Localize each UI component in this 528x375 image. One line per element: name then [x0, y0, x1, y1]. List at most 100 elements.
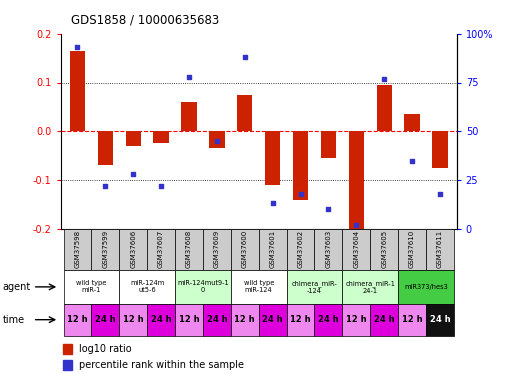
Text: time: time [3, 315, 25, 325]
Text: GSM37610: GSM37610 [409, 230, 415, 268]
Bar [63, 229, 91, 270]
Text: 12 h: 12 h [67, 315, 88, 324]
Bar [154, 131, 169, 144]
Text: 12 h: 12 h [402, 315, 422, 324]
Text: GSM37607: GSM37607 [158, 230, 164, 268]
Point [73, 44, 82, 50]
Bar [342, 304, 370, 336]
Bar [98, 131, 113, 165]
Bar [231, 304, 259, 336]
Text: GSM37603: GSM37603 [325, 230, 332, 268]
Bar [91, 304, 119, 336]
Bar [175, 270, 231, 304]
Bar [237, 95, 252, 131]
Text: wild type
miR-124: wild type miR-124 [243, 280, 274, 293]
Text: agent: agent [3, 282, 31, 292]
Bar [203, 304, 231, 336]
Text: 12 h: 12 h [346, 315, 366, 324]
Bar [315, 304, 342, 336]
Text: GSM37609: GSM37609 [214, 230, 220, 268]
Bar [126, 131, 141, 146]
Text: 12 h: 12 h [178, 315, 199, 324]
Bar [63, 360, 72, 370]
Text: chimera_miR-
-124: chimera_miR- -124 [291, 280, 337, 294]
Text: 24 h: 24 h [206, 315, 227, 324]
Bar [231, 270, 287, 304]
Point [436, 190, 444, 196]
Bar [175, 229, 203, 270]
Bar [147, 229, 175, 270]
Bar [63, 270, 119, 304]
Bar [287, 304, 315, 336]
Point [380, 76, 389, 82]
Bar [63, 344, 72, 354]
Bar [231, 229, 259, 270]
Bar [426, 304, 454, 336]
Bar [181, 102, 196, 131]
Point [296, 190, 305, 196]
Bar [321, 131, 336, 158]
Bar [315, 229, 342, 270]
Bar [376, 85, 392, 131]
Bar [398, 229, 426, 270]
Bar [398, 270, 454, 304]
Bar [91, 229, 119, 270]
Point [408, 158, 416, 164]
Text: 24 h: 24 h [151, 315, 172, 324]
Text: 12 h: 12 h [123, 315, 144, 324]
Bar [259, 229, 287, 270]
Bar [432, 131, 448, 168]
Bar [426, 229, 454, 270]
Bar [209, 131, 224, 148]
Text: 24 h: 24 h [374, 315, 394, 324]
Bar [119, 229, 147, 270]
Text: percentile rank within the sample: percentile rank within the sample [79, 360, 243, 370]
Bar [63, 304, 91, 336]
Bar [348, 131, 364, 229]
Bar [119, 270, 175, 304]
Bar [147, 304, 175, 336]
Bar [293, 131, 308, 200]
Text: miR-124m
ut5-6: miR-124m ut5-6 [130, 280, 164, 293]
Text: log10 ratio: log10 ratio [79, 344, 131, 354]
Text: GSM37608: GSM37608 [186, 230, 192, 268]
Text: miR-124mut9-1
0: miR-124mut9-1 0 [177, 280, 229, 293]
Bar [175, 304, 203, 336]
Text: GSM37611: GSM37611 [437, 230, 443, 268]
Bar [259, 304, 287, 336]
Point [129, 171, 137, 177]
Bar [203, 229, 231, 270]
Bar [119, 304, 147, 336]
Text: GDS1858 / 10000635683: GDS1858 / 10000635683 [71, 13, 220, 26]
Bar [70, 51, 85, 131]
Bar [370, 229, 398, 270]
Bar [265, 131, 280, 185]
Bar [342, 229, 370, 270]
Text: GSM37606: GSM37606 [130, 230, 136, 268]
Point [101, 183, 110, 189]
Text: 12 h: 12 h [234, 315, 255, 324]
Text: 24 h: 24 h [95, 315, 116, 324]
Bar [398, 304, 426, 336]
Bar [404, 114, 420, 131]
Point [213, 138, 221, 144]
Text: 24 h: 24 h [262, 315, 283, 324]
Bar [342, 270, 398, 304]
Point [185, 74, 193, 80]
Bar [287, 270, 342, 304]
Text: GSM37604: GSM37604 [353, 230, 360, 268]
Text: wild type
miR-1: wild type miR-1 [76, 280, 107, 293]
Text: GSM37600: GSM37600 [242, 230, 248, 268]
Text: GSM37601: GSM37601 [270, 230, 276, 268]
Point [352, 222, 361, 228]
Text: 24 h: 24 h [430, 315, 450, 324]
Text: miR373/hes3: miR373/hes3 [404, 284, 448, 290]
Bar [287, 229, 315, 270]
Text: GSM37598: GSM37598 [74, 230, 80, 268]
Point [268, 200, 277, 206]
Bar [370, 304, 398, 336]
Point [241, 54, 249, 60]
Text: 24 h: 24 h [318, 315, 339, 324]
Text: 12 h: 12 h [290, 315, 311, 324]
Text: chimera_miR-1
24-1: chimera_miR-1 24-1 [345, 280, 395, 294]
